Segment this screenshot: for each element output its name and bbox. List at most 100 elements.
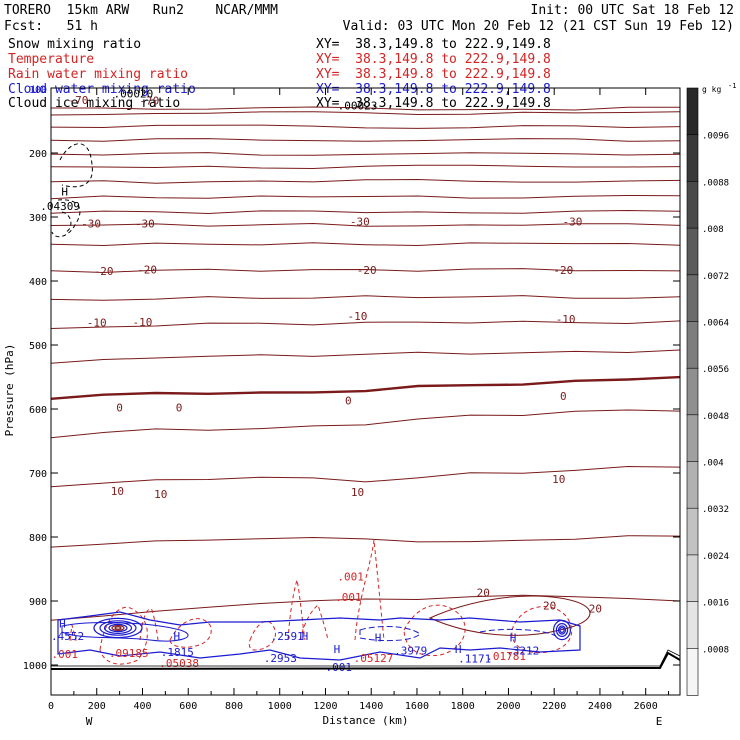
legend-temperature-name: Temperature xyxy=(8,52,95,67)
isotherm-line xyxy=(50,164,681,170)
rain-label: .001 xyxy=(51,648,78,661)
y-tick-label-100: 100 xyxy=(29,85,47,96)
cloud-ice-label: .00023 xyxy=(338,100,378,113)
x-tick-label: 1000 xyxy=(268,701,292,712)
cloud-water-label: .001 xyxy=(325,661,352,674)
cloud-water-max-ring xyxy=(557,625,567,635)
colorbar-bin xyxy=(686,554,699,603)
cloud-ice-contours xyxy=(51,143,93,238)
legend-snow-xy: XY= 38.3,149.8 to 222.9,149.8 xyxy=(316,37,551,52)
temperature-label: 0 xyxy=(560,390,567,403)
cloud-water-label: .3212 xyxy=(506,644,539,657)
x-tick-label: 2200 xyxy=(542,701,566,712)
axes: 0 200 400 600 800 1000 1200 1400 1600 1800 2000 220… xyxy=(3,85,681,728)
rain-contour xyxy=(169,618,212,648)
cloud-water-label: .2953 xyxy=(264,652,297,665)
colorbar-label: .0016 xyxy=(702,599,729,609)
plot-frame xyxy=(50,87,681,696)
isotherm-line xyxy=(50,194,681,200)
temperature-label: -10 xyxy=(556,313,576,326)
colorbar-bin xyxy=(686,461,699,510)
isotherm-line xyxy=(50,209,681,215)
terrain-line xyxy=(50,651,681,670)
colorbar-bin xyxy=(686,321,699,370)
cloud-water-label: .3979 xyxy=(394,644,427,657)
x-tick-label: 400 xyxy=(133,701,151,712)
cloud-water-label: .1815 xyxy=(161,646,194,659)
x-end-label-right: E xyxy=(656,715,663,728)
y-tick-label: 600 xyxy=(29,405,47,416)
temperature-label: 20 xyxy=(543,599,556,612)
cloud-water-max-ring xyxy=(114,626,122,630)
cloud-water-max-ring xyxy=(552,619,571,641)
rain-contour xyxy=(69,624,77,641)
colorbar-label: .0096 xyxy=(702,132,729,142)
isotherm-line xyxy=(50,320,681,329)
cloud-water-label: .2591 xyxy=(271,630,304,643)
rain-contour xyxy=(299,604,329,641)
temperature-label: -30 xyxy=(350,215,370,228)
cloud-water-contours xyxy=(57,611,581,661)
rain-label: .05127 xyxy=(354,652,394,665)
y-tick-label: 800 xyxy=(29,533,47,544)
colorbar-bin xyxy=(686,227,699,276)
temperature-label: -10 xyxy=(87,317,107,330)
colorbar-unit-sup: -1 xyxy=(728,82,736,90)
colorbar-label: .0032 xyxy=(702,505,729,515)
isotherm-line xyxy=(50,535,681,548)
rain-label: .09185 xyxy=(109,647,149,660)
isotherm-line xyxy=(50,268,681,274)
cloud-water-max-ring xyxy=(99,620,137,636)
cloud-water-contour xyxy=(479,628,557,637)
isotherm-line xyxy=(50,152,681,156)
temperature-label: -30 xyxy=(563,215,583,228)
cloud-water-max-ring xyxy=(108,623,128,633)
colorbar-unit: g kg xyxy=(702,85,721,94)
rain-contour xyxy=(403,604,466,657)
colorbar-bin xyxy=(686,367,699,416)
x-tick-label: 1800 xyxy=(451,701,475,712)
temperature-label: 20 xyxy=(477,587,490,600)
rain-contour xyxy=(287,579,306,641)
colorbar-bin xyxy=(686,134,699,183)
legend-cloud-ice-xy: XY= 38.3,149.8 to 222.9,149.8 xyxy=(316,96,551,111)
colorbar-label: .0008 xyxy=(702,645,729,655)
rain-label: .05038 xyxy=(159,657,199,670)
temperature-label: -10 xyxy=(348,310,368,323)
x-axis-label: Distance (km) xyxy=(322,714,408,727)
isotherm-line xyxy=(50,178,681,184)
y-tick-label: 200 xyxy=(29,149,47,160)
rain-label: .001 xyxy=(335,591,362,604)
rain-contour xyxy=(99,607,148,665)
temperature-label: 20 xyxy=(589,603,602,616)
colorbar-bin xyxy=(686,414,699,463)
cloud-ice-contour xyxy=(61,211,72,233)
rain-contours xyxy=(69,539,573,665)
colorbar-bin xyxy=(686,647,699,696)
cloud-water-high-marker: H xyxy=(59,617,66,630)
x-tick-label: 2400 xyxy=(588,701,612,712)
cloud-water-high-marker: H xyxy=(302,630,309,643)
cloud-water-high-marker: H xyxy=(173,630,180,643)
colorbar-label: .0048 xyxy=(702,412,729,422)
temperature-label: -20 xyxy=(94,265,114,278)
cloud-water-high-marker: H xyxy=(455,643,462,656)
temperature-label: -30 xyxy=(135,217,155,230)
cloud-water-high-marker: H xyxy=(375,631,382,644)
y-tick-label: 900 xyxy=(29,597,47,608)
colorbar-bin xyxy=(686,181,699,229)
cloud-water-band xyxy=(57,611,581,661)
cloud-water-contour xyxy=(359,626,421,642)
isotherm-line xyxy=(50,222,681,227)
cloud-water-max-ring xyxy=(559,626,565,633)
cloud-water-max-ring xyxy=(103,621,133,634)
temperature-label: -20 xyxy=(357,264,377,277)
cloud-water-max-ring xyxy=(555,622,569,637)
cloud-water-max-ring xyxy=(93,617,143,639)
x-tick-label: 600 xyxy=(179,701,197,712)
temperature-label: -10 xyxy=(133,316,153,329)
x-tick-label: 800 xyxy=(225,701,243,712)
colorbar-label: .0064 xyxy=(702,319,729,329)
temperature-label: -20 xyxy=(137,263,157,276)
